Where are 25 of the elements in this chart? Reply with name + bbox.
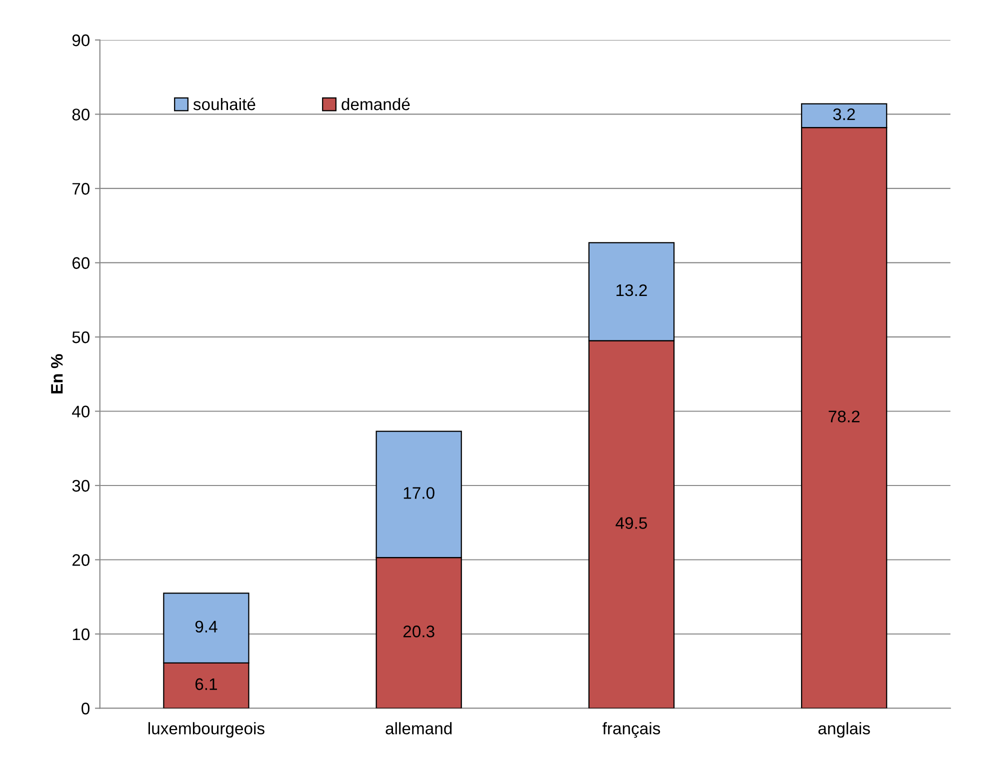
- data-label: 20.3: [403, 626, 434, 638]
- y-tick-label: 50: [72, 331, 90, 344]
- y-tick-label: 90: [72, 34, 90, 46]
- data-label: 6.1: [195, 678, 217, 690]
- y-axis-title: En %: [51, 354, 63, 394]
- x-tick-label: français: [602, 722, 660, 738]
- y-tick-label: 0: [82, 702, 90, 714]
- y-tick-label: 30: [72, 480, 90, 492]
- y-tick-label: 70: [72, 182, 90, 195]
- y-tick-label: 40: [72, 406, 90, 418]
- x-tick-label: allemand: [386, 722, 452, 734]
- data-label: 49.5: [616, 517, 647, 529]
- data-label: 17.0: [404, 487, 434, 499]
- y-tick-label: 20: [72, 554, 90, 566]
- data-label: 3.2: [833, 108, 855, 120]
- data-label: 78.2: [828, 410, 860, 422]
- y-tick-label: 10: [72, 628, 90, 640]
- x-tick-label: luxembourgeois: [148, 722, 264, 738]
- data-label: 13.2: [616, 284, 647, 296]
- legend-label: souhaité: [193, 98, 256, 110]
- data-label: 9.4: [195, 620, 218, 633]
- y-tick-label: 80: [72, 108, 90, 120]
- y-tick-label: 60: [72, 257, 90, 269]
- legend-label: demandé: [342, 98, 410, 110]
- x-tick-label: anglais: [818, 722, 870, 738]
